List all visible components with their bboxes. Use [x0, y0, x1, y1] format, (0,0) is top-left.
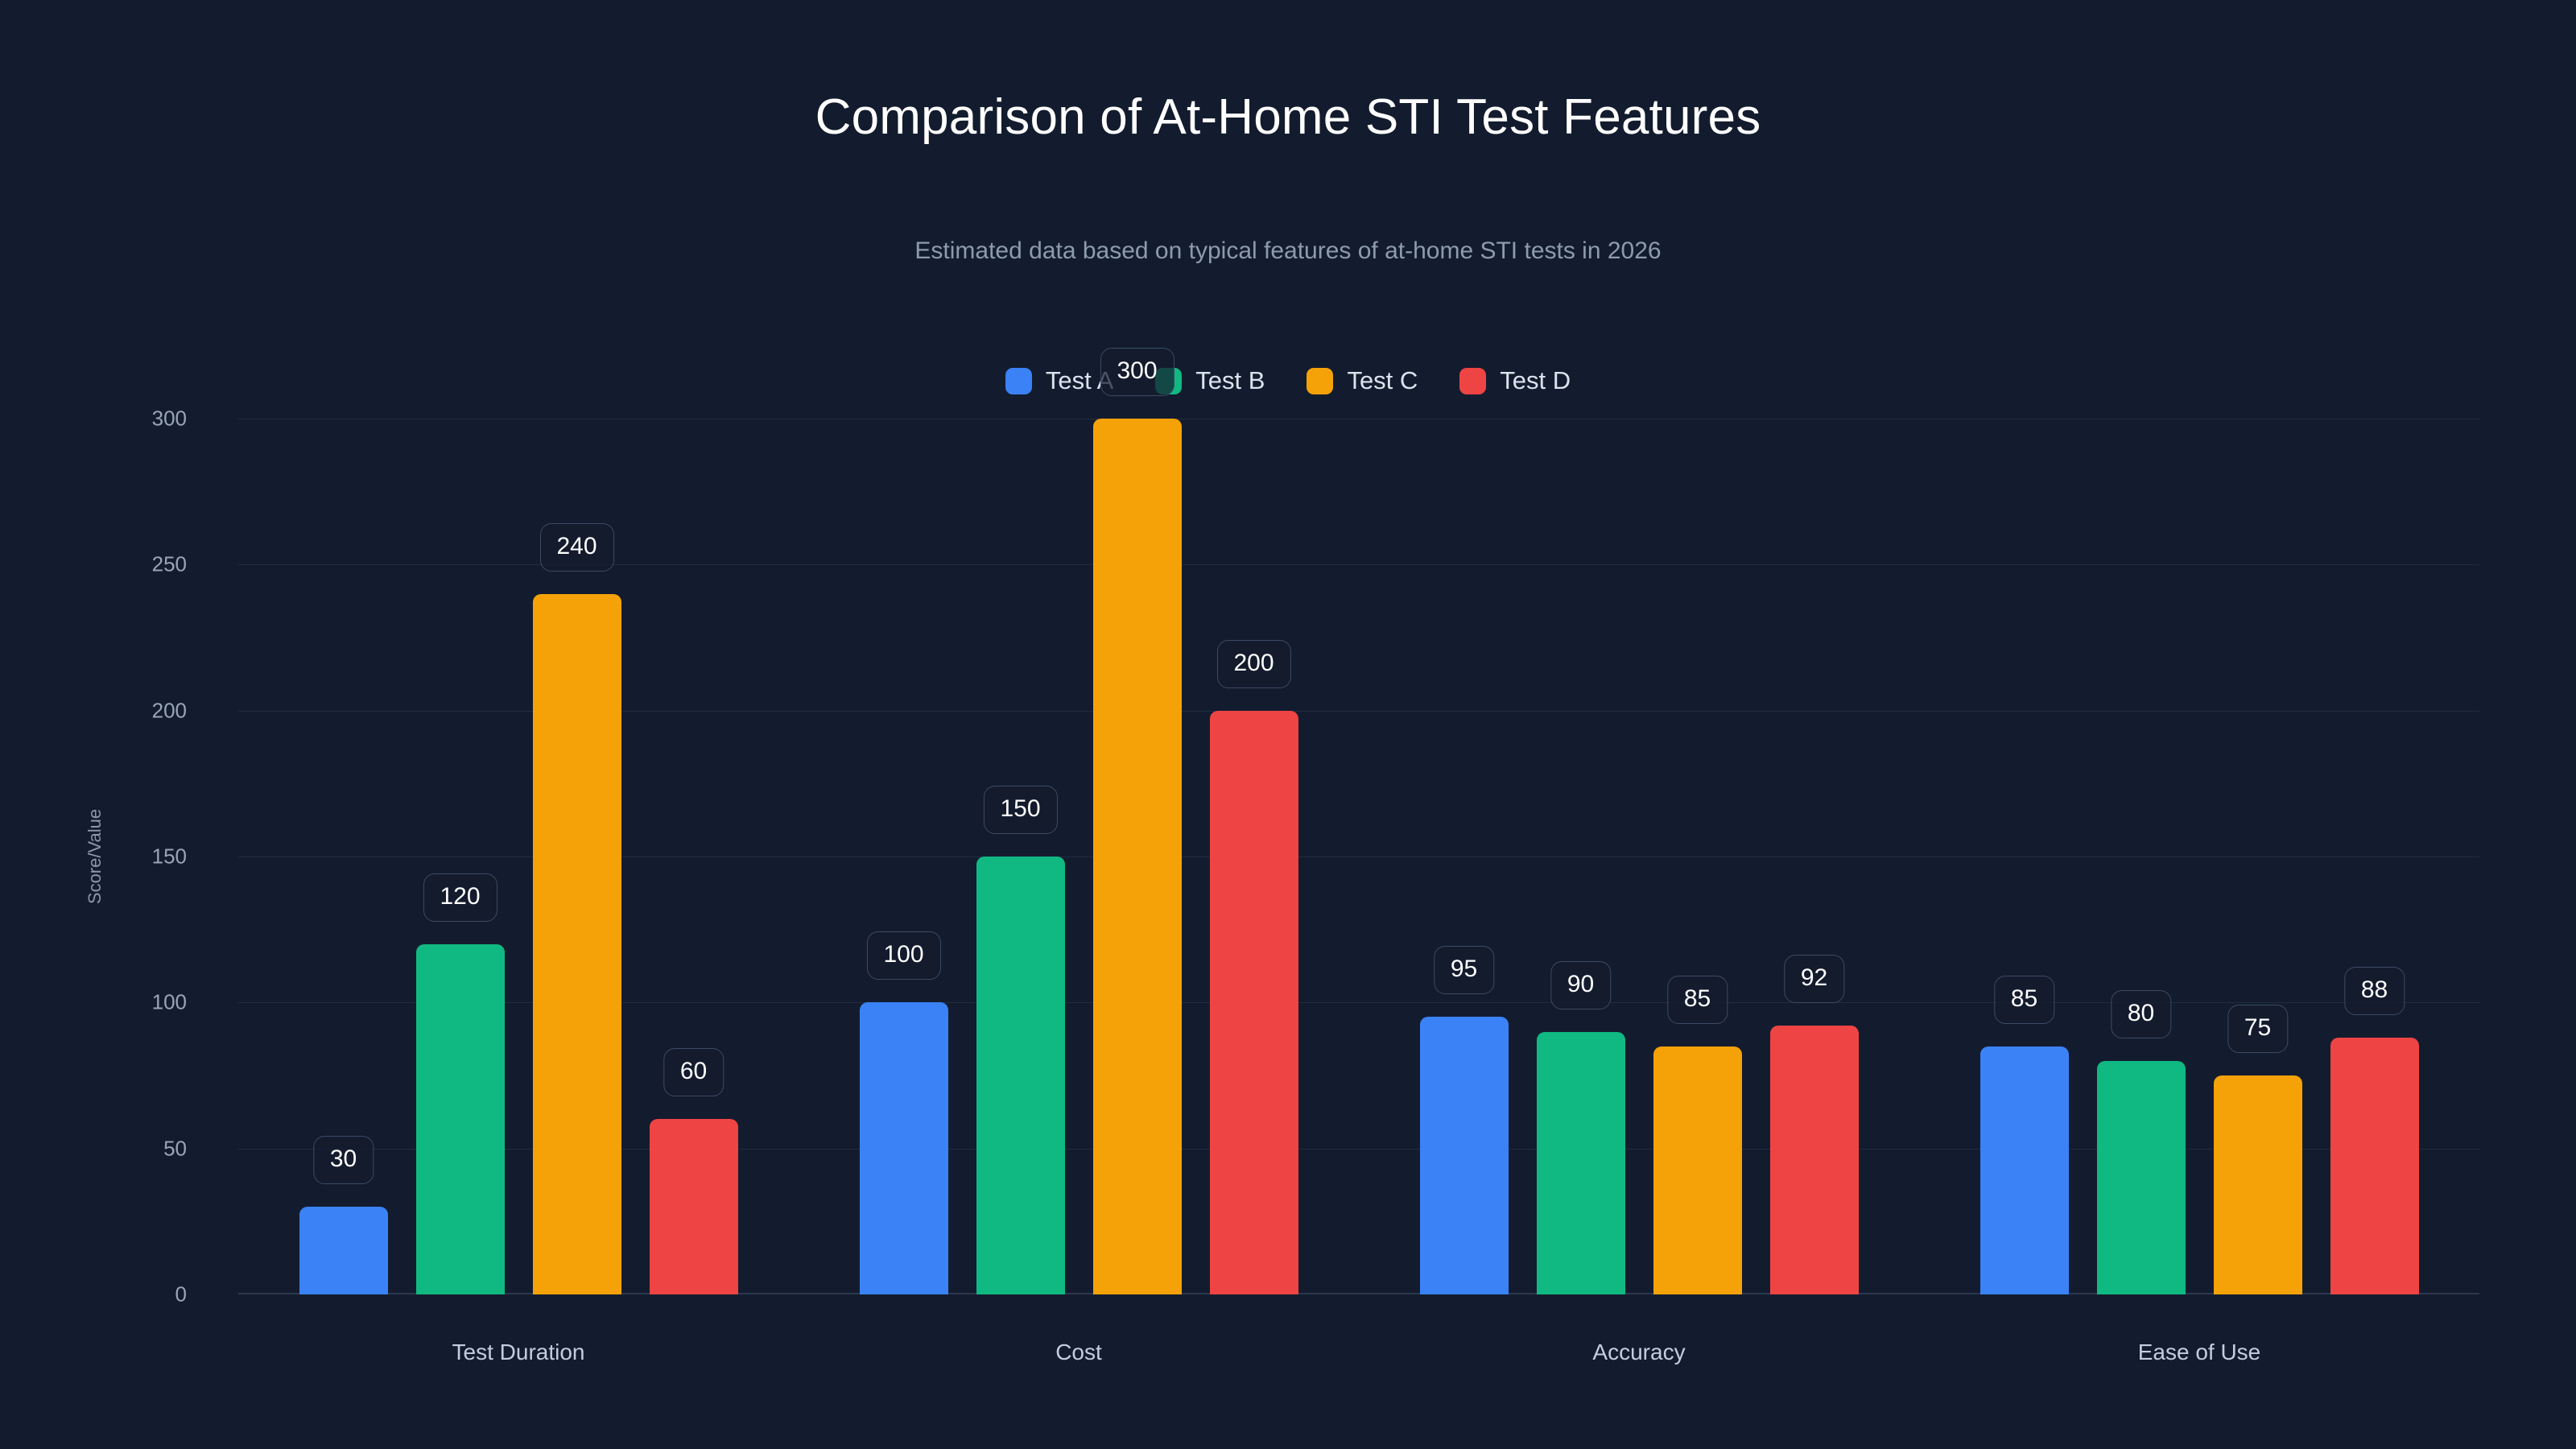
bar-value-label: 60: [663, 1048, 724, 1097]
bar[interactable]: [1769, 1026, 1859, 1294]
bar-value-label: 300: [1100, 348, 1174, 396]
bar[interactable]: [1419, 1017, 1509, 1294]
bar-value-label: 120: [423, 873, 497, 922]
legend-label: Test D: [1500, 366, 1571, 394]
bar-value-label: 90: [1550, 960, 1612, 1009]
y-axis-ticks: 300 250 200 150 100 50 0: [0, 407, 203, 1307]
bar[interactable]: [1092, 419, 1182, 1294]
bar[interactable]: [859, 1002, 948, 1294]
chart-title: Comparison of At-Home STI Test Features: [815, 89, 1761, 145]
bar[interactable]: [532, 593, 621, 1294]
bar[interactable]: [1536, 1031, 1625, 1294]
x-axis-category-label: Ease of Use: [2137, 1340, 2261, 1364]
chart-subtitle: Estimated data based on typical features…: [914, 237, 1662, 264]
x-axis-line: [238, 1293, 2479, 1294]
bar-value-label: 150: [983, 786, 1058, 834]
bar[interactable]: [976, 857, 1065, 1294]
legend-item-test-c[interactable]: Test C: [1307, 366, 1418, 395]
legend-item-test-d[interactable]: Test D: [1459, 366, 1571, 395]
y-tick-label: 300: [151, 406, 187, 431]
bar-value-label: 88: [2343, 966, 2405, 1015]
bar-value-label: 100: [866, 931, 941, 980]
bar[interactable]: [1209, 710, 1298, 1294]
bar-value-label: 95: [1433, 946, 1495, 995]
bar[interactable]: [299, 1207, 388, 1294]
gridline: [238, 1002, 2479, 1004]
gridline: [238, 564, 2479, 566]
bar-value-label: 92: [1783, 955, 1845, 1004]
bar-value-label: 80: [2110, 989, 2172, 1038]
bar[interactable]: [1979, 1046, 2069, 1294]
legend-swatch-icon: [1459, 367, 1487, 394]
bar[interactable]: [649, 1119, 738, 1294]
y-tick-label: 200: [151, 698, 187, 723]
y-tick-label: 250: [151, 551, 187, 576]
y-tick-label: 50: [163, 1136, 187, 1161]
bar[interactable]: [2213, 1075, 2302, 1294]
legend-label: Test C: [1347, 366, 1418, 394]
plot-area: [238, 419, 2479, 1294]
bar-value-label: 85: [1666, 975, 1728, 1024]
legend-item-test-a[interactable]: Test A: [1005, 366, 1113, 395]
bar[interactable]: [2096, 1060, 2186, 1294]
bar[interactable]: [2330, 1037, 2419, 1294]
y-tick-label: 100: [151, 989, 187, 1014]
bar[interactable]: [1653, 1046, 1742, 1294]
chart-legend: Test A Test B Test C Test D: [0, 366, 2576, 395]
bar-value-label: 200: [1216, 639, 1291, 688]
legend-swatch-icon: [1307, 367, 1334, 394]
x-axis-category-label: Accuracy: [1592, 1340, 1686, 1364]
y-axis-title: Score/Value: [85, 808, 105, 905]
x-axis-category-label: Cost: [1055, 1340, 1102, 1364]
bar-value-label: 75: [2227, 1005, 2289, 1053]
gridline: [238, 1148, 2479, 1150]
x-axis-category-label: Test Duration: [452, 1340, 585, 1364]
bar-value-label: 30: [312, 1136, 374, 1185]
legend-swatch-icon: [1005, 367, 1032, 394]
legend-label: Test B: [1195, 366, 1265, 394]
bar-value-label: 85: [1993, 975, 2055, 1024]
gridline: [238, 710, 2479, 712]
y-tick-label: 150: [151, 844, 187, 869]
bar-value-label: 240: [539, 522, 614, 572]
y-tick-label: 0: [175, 1282, 187, 1307]
bar[interactable]: [415, 943, 505, 1294]
